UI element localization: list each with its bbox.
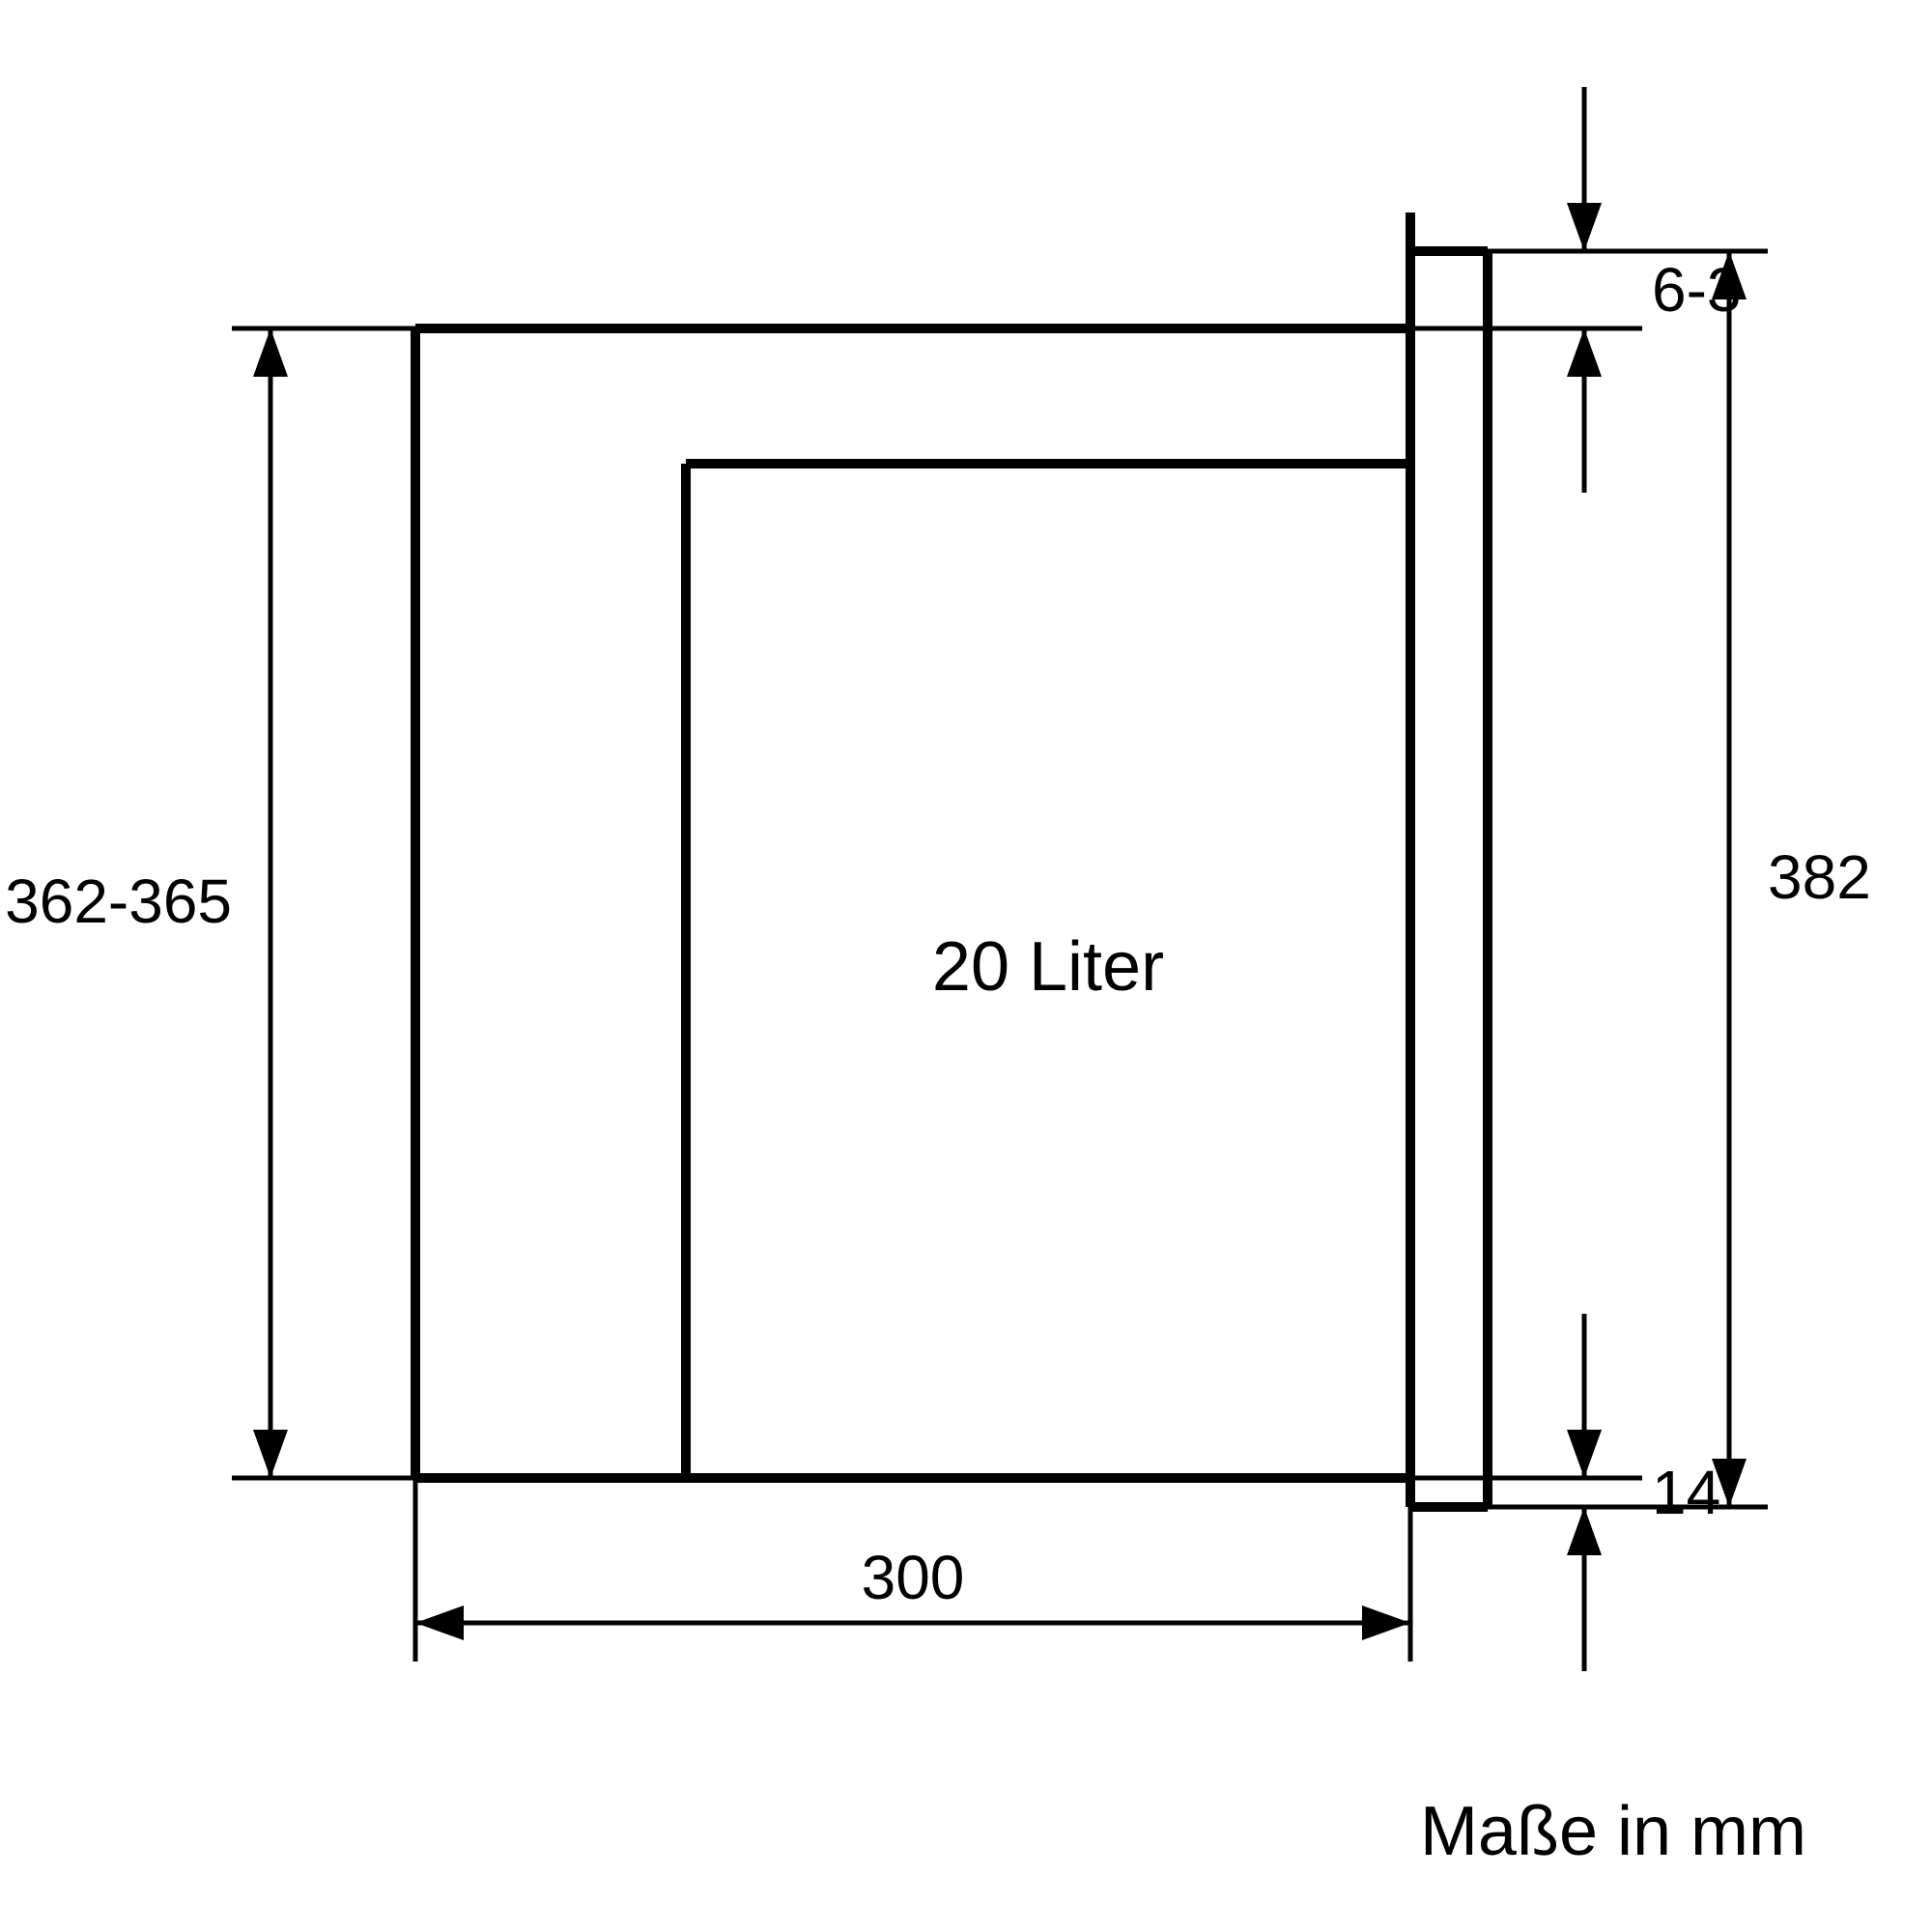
dimension-drawing: 20 Liter 362-365 382 300 6-3 14 Maße in mm xyxy=(0,0,1932,1932)
dim-bottom-width: 300 xyxy=(862,1543,965,1612)
dim-right-height: 382 xyxy=(1768,842,1871,912)
volume-label: 20 Liter xyxy=(932,928,1164,1006)
dim-top-gap: 6-3 xyxy=(1652,255,1742,325)
units-note: Maße in mm xyxy=(1420,1793,1806,1870)
dim-bottom-gap: 14 xyxy=(1652,1458,1720,1527)
dim-left-height: 362-365 xyxy=(5,867,232,936)
